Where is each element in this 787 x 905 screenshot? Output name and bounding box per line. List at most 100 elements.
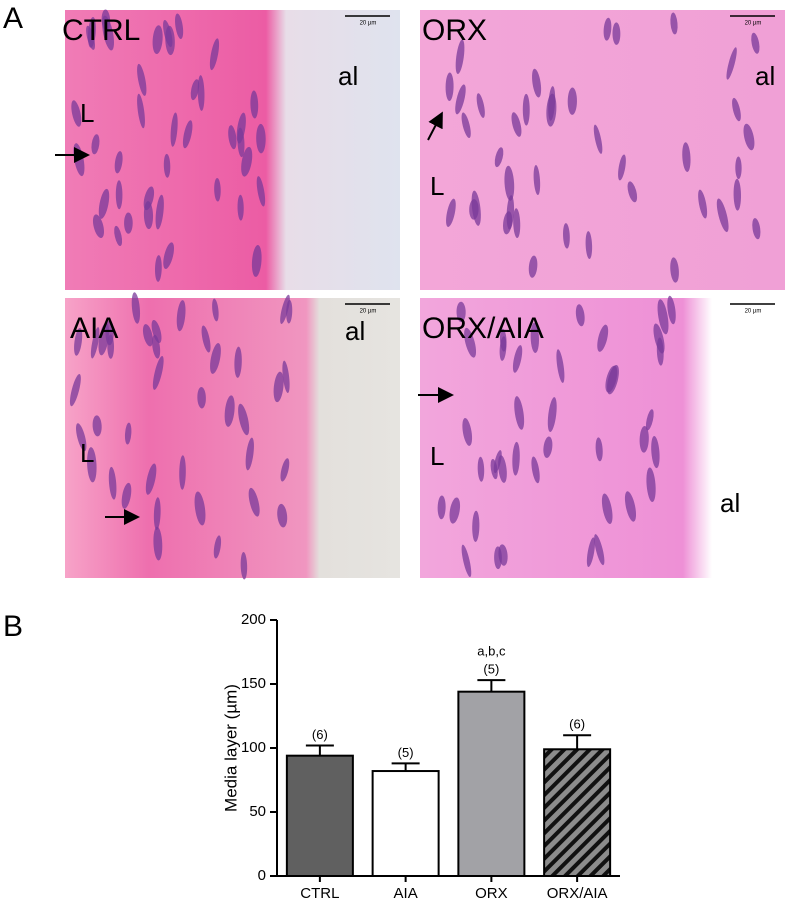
nucleus [114,151,123,174]
adventitia-label: al [345,316,365,346]
n-label: (5) [398,745,414,760]
nucleus [514,396,525,430]
panel-label: ORX [422,14,487,47]
nucleus [504,165,515,201]
nucleus [69,373,81,407]
nucleus [743,123,755,151]
scale-label: 20 µm [745,21,762,27]
y-tick-label: 100 [241,739,266,756]
nucleus [234,346,242,378]
nucleus [667,295,676,325]
nucleus [71,100,82,127]
nucleus [603,17,612,41]
nucleus [657,299,669,335]
lumen-label: L [430,441,444,471]
nucleus [153,497,161,530]
nucleus [461,112,471,139]
nucleus [176,300,186,332]
nucleus [595,437,603,462]
nucleus [498,455,507,483]
nucleus [494,147,504,168]
nucleus [532,68,542,98]
nucleus [567,87,577,115]
y-tick-label: 50 [249,803,266,820]
x-tick-label: ORX/AIA [547,885,608,902]
nucleus [237,194,244,221]
nucleus [175,13,184,39]
nucleus [646,467,656,503]
nucleus [670,257,679,283]
nucleus [163,242,174,269]
nucleus [627,181,638,203]
nucleus [121,482,132,509]
nucleus [449,497,461,524]
nucleus [752,218,761,240]
nucleus [152,25,163,55]
nucleus [256,123,266,154]
nucleus [462,417,473,446]
nucleus [256,176,266,207]
nucleus [98,188,110,219]
n-label: (6) [312,727,328,742]
n-label: (6) [569,717,585,732]
nucleus [732,97,741,122]
panel-label: ORX/AIA [422,312,544,345]
nucleus [273,371,284,403]
nucleus [114,225,123,247]
nucleus [612,22,621,45]
scale-label: 20 µm [360,21,377,27]
arrow [427,111,443,141]
scale-label: 20 µm [360,309,377,315]
nucleus [597,324,609,352]
bar [543,748,612,878]
nucleus [137,93,145,129]
nucleus [241,146,253,177]
nucleus [530,322,540,354]
nucleus [101,9,111,31]
nucleus [155,194,164,230]
nucleus [461,544,472,578]
panel-label: CTRL [62,14,140,47]
nucleus [556,349,565,383]
y-tick-label: 0 [258,867,266,884]
nucleus [197,386,206,409]
adventitia-label: al [755,61,775,91]
nucleus [280,294,290,324]
nucleus [456,301,466,323]
nucleus [455,84,466,115]
nucleus [651,436,660,469]
bar [457,690,526,877]
nucleus [87,447,97,483]
nucleus [137,63,147,96]
micrograph [65,298,400,578]
nucleus [213,535,222,559]
nucleus [726,47,737,80]
adventitia-label: al [720,488,740,518]
nucleus [190,79,200,101]
nucleus [170,112,178,147]
lumen-label: L [80,438,94,468]
nucleus [182,120,193,149]
nucleus [472,510,480,542]
panel-label: AIA [70,312,118,345]
y-axis-label: Media layer (µm) [221,684,240,812]
panel-letter: A [3,2,23,35]
micrograph [420,10,785,290]
nucleus [224,395,235,427]
x-tick-label: CTRL [300,885,339,902]
bar [285,754,354,877]
nucleus [543,436,553,458]
nucleus [471,190,481,226]
nucleus [214,177,221,202]
nucleus [445,72,454,102]
bar-chart: Media layer (µm) 0 50 100 150 200 CTRL (6) AIA (5… [221,611,620,902]
nucleus [512,345,523,373]
nucleus [86,25,96,50]
nucleus [464,327,477,358]
nucleus [194,491,206,526]
nucleus [490,458,498,480]
nucleus [476,93,485,118]
nucleus [92,415,102,437]
nucleus [210,343,221,374]
